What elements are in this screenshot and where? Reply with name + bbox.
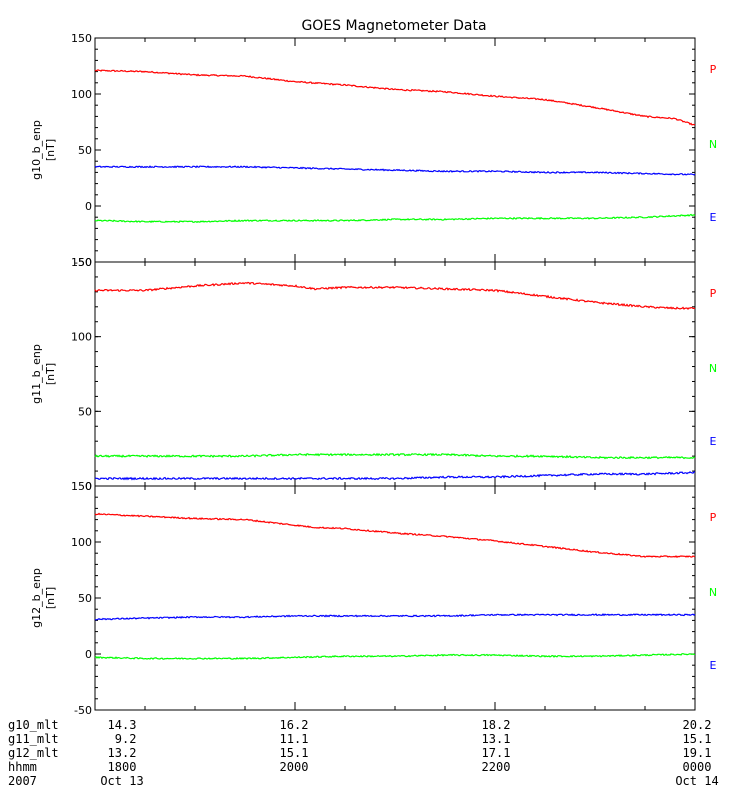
- series-line-n-panel-3: [94, 653, 696, 660]
- footer-value: 15.1: [279, 746, 309, 760]
- footer-value: 11.1: [279, 732, 309, 746]
- y-tick-label: 100: [71, 331, 92, 344]
- footer-value: 13.2: [107, 746, 137, 760]
- plot-frame-3: [94, 485, 696, 711]
- y-tick-label: 150: [71, 256, 92, 269]
- footer-row-label: hhmm: [8, 760, 37, 774]
- footer-value: 20.2: [682, 718, 712, 732]
- footer-value: 9.2: [107, 732, 137, 746]
- legend-p: P: [710, 511, 717, 524]
- footer-value: 19.1: [682, 746, 712, 760]
- time-axis-table: g10_mlt 14.3 16.2 18.2 20.2 g11_mlt 9.2 11.1 13…: [0, 716, 750, 800]
- footer-value: 1800: [107, 760, 137, 774]
- y-tick-label: 0: [85, 200, 92, 213]
- footer-row-label: g11_mlt: [8, 732, 59, 746]
- y-tick-label: 0: [85, 480, 92, 493]
- legend-e: E: [710, 211, 717, 224]
- y-axis-label-3: g12_b_enp: [30, 568, 43, 628]
- footer-row-label: g12_mlt: [8, 746, 59, 760]
- y-tick-label: 100: [71, 536, 92, 549]
- footer-row-label: 2007: [8, 774, 37, 788]
- footer-value: 15.1: [682, 732, 712, 746]
- legend-e: E: [710, 659, 717, 672]
- footer-value: Oct 14: [675, 774, 719, 788]
- y-tick-label: 150: [71, 480, 92, 493]
- y-tick-label: -50: [74, 256, 92, 269]
- y-axis-label-1: g10_b_enp: [30, 120, 43, 180]
- y-tick-label: 50: [78, 592, 92, 605]
- footer-value: Oct 13: [100, 774, 144, 788]
- legend-p: P: [710, 287, 717, 300]
- series-line-n-panel-1: [94, 213, 696, 224]
- series-line-p-panel-2: [94, 281, 696, 311]
- footer-row: 2007 Oct 13 Oct 14: [0, 774, 750, 788]
- footer-row: g10_mlt 14.3 16.2 18.2 20.2: [0, 718, 750, 732]
- series-line-p-panel-3: [94, 512, 696, 559]
- y-axis-unit-3: [nT]: [44, 587, 57, 609]
- footer-value: 14.3: [107, 718, 137, 732]
- chart-title: GOES Magnetometer Data: [301, 18, 486, 34]
- y-tick-label: 50: [78, 144, 92, 157]
- footer-value: 18.2: [481, 718, 511, 732]
- footer-value: 17.1: [481, 746, 511, 760]
- y-tick-label: 150: [71, 32, 92, 45]
- y-tick-label: -50: [74, 704, 92, 716]
- footer-value: 13.1: [481, 732, 511, 746]
- magnetometer-chart: GOES Magnetometer Data -50 0 50 100 150 g10_b…: [30, 18, 717, 716]
- footer-value: 2000: [279, 760, 309, 774]
- series-line-p-panel-1: [94, 69, 696, 126]
- legend-n: N: [709, 362, 717, 375]
- footer-value: 0000: [682, 760, 712, 774]
- footer-value: 16.2: [279, 718, 309, 732]
- footer-row: g12_mlt 13.2 15.1 17.1 19.1: [0, 746, 750, 760]
- y-axis-label-2: g11_b_enp: [30, 344, 43, 404]
- footer-value: 2200: [481, 760, 511, 774]
- y-axis-unit-1: [nT]: [44, 139, 57, 161]
- footer-row: g11_mlt 9.2 11.1 13.1 15.1: [0, 732, 750, 746]
- y-tick-label: 0: [85, 648, 92, 661]
- series-line-e-panel-3: [94, 613, 696, 621]
- series-line-e-panel-1: [94, 165, 696, 176]
- footer-row-label: g10_mlt: [8, 718, 59, 732]
- y-tick-label: 100: [71, 88, 92, 101]
- series-line-e-panel-2: [94, 471, 696, 481]
- series-line-n-panel-2: [94, 452, 696, 460]
- y-tick-label: 50: [78, 405, 92, 418]
- legend-p: P: [710, 63, 717, 76]
- plot-frame-1: [94, 37, 696, 263]
- legend-e: E: [710, 435, 717, 448]
- legend-n: N: [709, 586, 717, 599]
- plot-frame-2: [94, 261, 696, 487]
- footer-row: hhmm 1800 2000 2200 0000: [0, 760, 750, 774]
- y-axis-unit-2: [nT]: [44, 363, 57, 385]
- legend-n: N: [709, 138, 717, 151]
